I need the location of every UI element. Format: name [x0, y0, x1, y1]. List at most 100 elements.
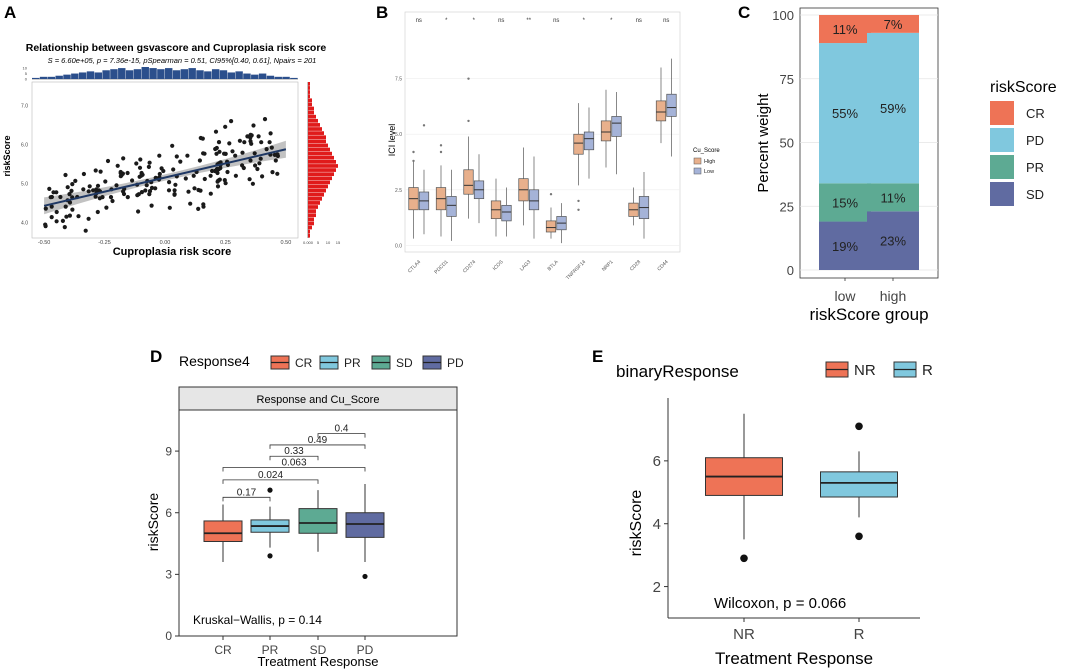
chart-b-x-tick: CD28 [629, 259, 642, 272]
chart-a-point [49, 215, 54, 220]
chart-d-comparison-bracket [269, 444, 366, 449]
chart-a-side-hist-bar [308, 196, 322, 201]
chart-d-comparison-bracket [222, 467, 366, 472]
chart-b-x-tick: PDCD1 [433, 259, 449, 275]
chart-b-significance: * [445, 18, 448, 24]
chart-d-x-tick: SD [310, 643, 327, 657]
chart-c-ylabel: Percent weight [755, 93, 772, 193]
chart-a-point [118, 169, 123, 175]
chart-a-top-hist-bar [110, 69, 118, 79]
chart-b-outlier [439, 150, 443, 154]
chart-a-point [47, 186, 52, 191]
chart-a-point [256, 134, 261, 139]
chart-d-x-tick: PD [357, 643, 374, 657]
chart-d-box-sd [298, 508, 338, 534]
chart-a-point [108, 195, 114, 200]
chart-a-top-hist-bar [102, 70, 110, 79]
chart-a-point [93, 168, 98, 173]
chart-a-top-hist-bar [235, 71, 243, 79]
chart-a-side-hist-bar [308, 233, 310, 238]
chart-d-comparison-bracket [222, 496, 271, 502]
chart-a-point [191, 173, 196, 178]
chart-c-y-tick: 75 [780, 72, 794, 87]
chart-a-side-hist-bar [308, 184, 328, 189]
chart-a-point [223, 181, 228, 186]
chart-a-point [81, 187, 86, 192]
chart-a-point [121, 191, 127, 197]
chart-a-side-hist-bar [308, 213, 316, 218]
chart-a-top-hist-bar [204, 71, 212, 79]
chart-b-box-low [501, 204, 512, 222]
chart-a-side-hist-bar [308, 205, 318, 209]
chart-d-y-tick: 3 [165, 568, 172, 582]
chart-a-point [51, 190, 56, 195]
chart-a-side-hist-bar [308, 86, 310, 90]
chart-b-box-high [600, 120, 612, 142]
chart-a-side-hist-bar [308, 143, 328, 148]
chart-a-side-hist-bar [308, 135, 326, 140]
chart-b-x-tick: NRP1 [601, 259, 615, 273]
chart-a-point [255, 166, 260, 172]
chart-a-point [188, 201, 193, 206]
chart-c-legend-key-cr [990, 101, 1014, 125]
chart-a-top-hist-bar [211, 69, 220, 79]
chart-b-significance: * [473, 18, 476, 24]
chart-d-comparison-label: 0.4 [335, 424, 349, 435]
chart-a-point [270, 170, 275, 175]
chart-a-side-hist-bar [308, 229, 310, 234]
chart-d-outlier [267, 553, 273, 559]
chart-a-top-hist-bar [157, 69, 165, 79]
chart-b-legend-label: High [704, 159, 715, 165]
chart-d-test-label: Kruskal−Wallis, p = 0.14 [193, 613, 322, 627]
panel-c-stacked-bar: riskScore group Percent weight riskScore… [755, 7, 1057, 324]
chart-a-point [252, 151, 257, 156]
chart-c-bar-label: 55% [832, 106, 858, 121]
chart-a-top-hist-bar [290, 77, 298, 79]
chart-a-ylabel: riskScore [2, 135, 12, 176]
chart-a-point [208, 173, 213, 178]
chart-a-top-hist-bar [55, 75, 63, 79]
chart-a-point [95, 209, 100, 215]
panel-label-d: D [150, 347, 162, 366]
chart-c-legend-label: PD [1026, 133, 1044, 148]
chart-a-point [48, 195, 53, 200]
chart-a-point [54, 219, 59, 224]
chart-a-point [81, 171, 86, 177]
chart-d-x-tick: CR [214, 643, 232, 657]
chart-a-side-hist-tick: 5 [317, 240, 320, 245]
chart-a-point [233, 153, 238, 158]
panel-label-a: A [4, 3, 16, 22]
chart-a-top-hist-bar [196, 70, 204, 79]
chart-a-top-hist-bar [47, 76, 56, 79]
chart-a-point [240, 150, 245, 155]
chart-a-top-hist-bar [39, 76, 48, 79]
chart-b-legend-label: Low [704, 169, 714, 175]
chart-a-point [229, 119, 234, 124]
chart-e-x-tick: NR [733, 626, 755, 643]
chart-b-significance: ns [553, 18, 559, 24]
chart-a-top-hist-bar [125, 70, 134, 79]
chart-d-box-cr [203, 520, 243, 542]
chart-a-point [264, 147, 269, 152]
chart-c-bar-label: 59% [880, 101, 906, 116]
chart-d-legend-label: CR [295, 356, 313, 370]
chart-a-side-hist-bar [308, 225, 312, 230]
chart-c-legend-title: riskScore [990, 79, 1057, 96]
chart-a-point [253, 163, 258, 168]
chart-c-bar-sd [867, 211, 919, 270]
chart-c-bar-label: 15% [832, 195, 858, 210]
chart-a-point [218, 166, 223, 171]
chart-a-point [100, 195, 105, 200]
chart-d-box-pd [345, 512, 385, 538]
chart-a-y-tick: 4.0 [21, 220, 28, 226]
chart-a-side-hist-bar [308, 176, 332, 181]
chart-d-y-tick: 6 [165, 506, 172, 520]
chart-b-x-tick: CTLA4 [407, 259, 422, 274]
chart-a-point [183, 176, 188, 181]
chart-a-xlabel: Cuproplasia risk score [113, 246, 232, 258]
chart-b-outlier [467, 119, 470, 123]
chart-d-legend-title: Response4 [179, 353, 250, 369]
chart-a-top-hist-bar [274, 76, 282, 79]
chart-b-outlier [577, 199, 580, 203]
chart-d-ylabel: riskScore [145, 493, 161, 552]
